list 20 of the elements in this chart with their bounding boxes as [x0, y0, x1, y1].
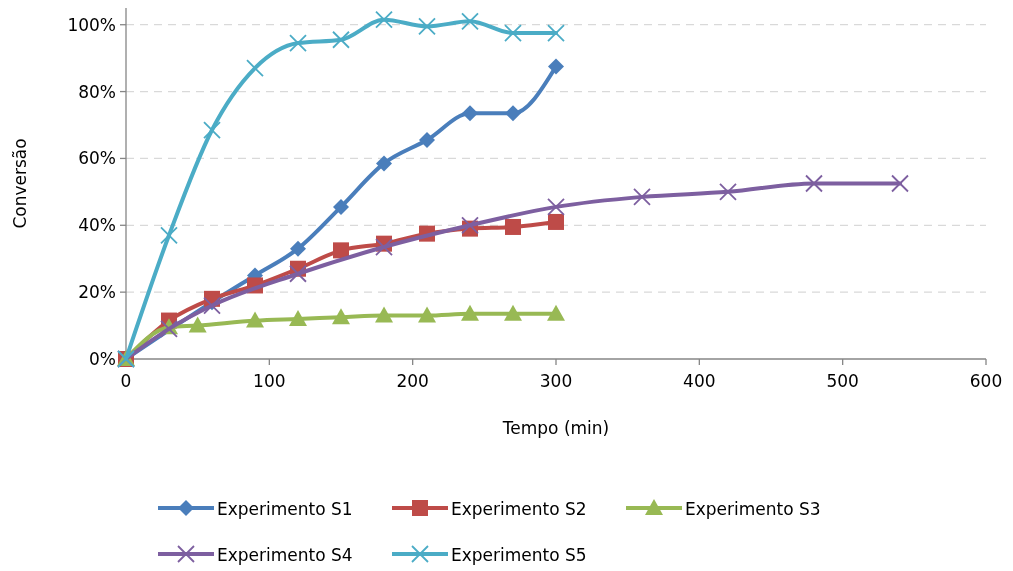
x-tick-label: 0: [120, 371, 132, 391]
x-tick-label: 200: [396, 371, 429, 391]
x-tick-label: 500: [826, 371, 859, 391]
y-tick-label: 0%: [89, 349, 116, 369]
x-tick-label: 600: [969, 371, 1003, 391]
x-tick-label: 300: [539, 371, 573, 391]
x-tick-label: 400: [683, 371, 716, 391]
legend-label: Experimento S5: [451, 545, 587, 565]
legend-label: Experimento S2: [451, 499, 587, 519]
y-tick-label: 20%: [78, 282, 116, 303]
y-tick-label: 60%: [78, 148, 116, 169]
y-tick-label: 40%: [78, 215, 116, 236]
x-axis-title: Tempo (min): [501, 418, 610, 438]
legend-label: Experimento S1: [217, 499, 353, 519]
y-tick-label: 100%: [67, 14, 116, 35]
x-tick-label: 100: [253, 371, 286, 391]
legend-label: Experimento S3: [685, 499, 821, 519]
y-tick-label: 80%: [78, 81, 116, 102]
legend-label: Experimento S4: [217, 545, 353, 565]
y-axis-title: Conversão: [10, 138, 30, 229]
